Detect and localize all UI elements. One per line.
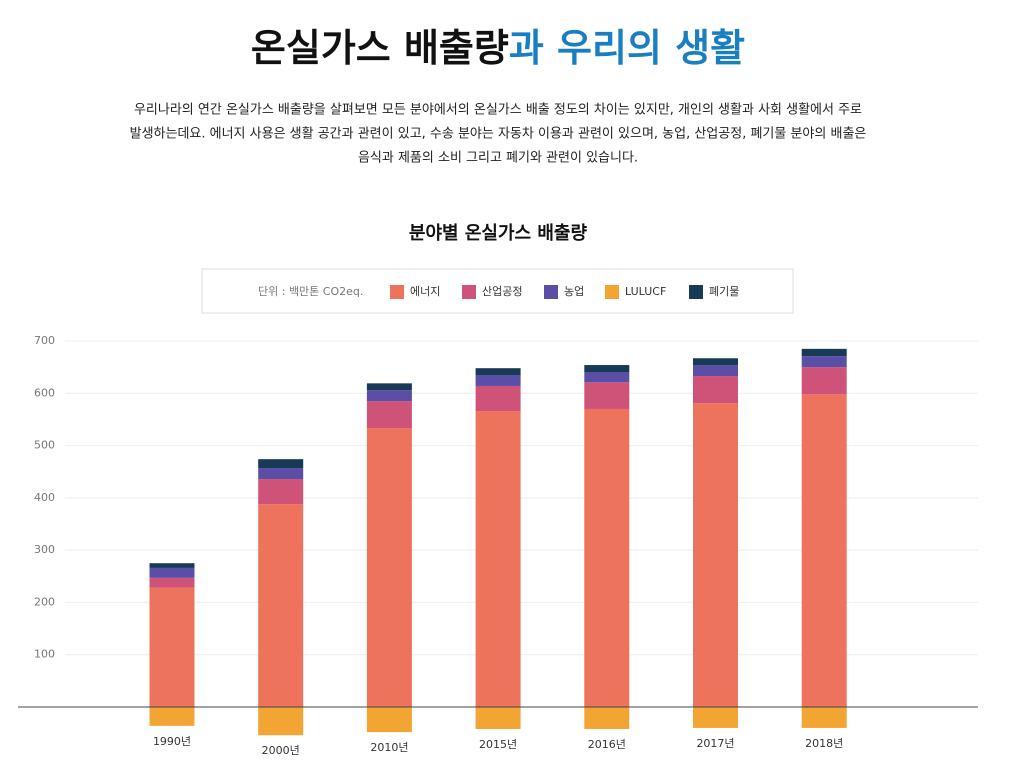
legend-label: 폐기물 [709, 285, 739, 298]
bar-segment [366, 707, 412, 733]
bar-segment [366, 428, 412, 707]
bar-segment [475, 374, 521, 386]
y-tick-label: 300 [34, 543, 55, 556]
bar-segment [475, 707, 521, 729]
legend-label: 농업 [564, 285, 584, 298]
legend-label: 에너지 [410, 285, 440, 298]
bar-segment [149, 567, 195, 578]
bar-segment [801, 707, 847, 728]
bar-segment [149, 587, 195, 707]
y-tick-label: 100 [34, 648, 55, 661]
bar-segment [149, 577, 195, 588]
title-blue: 과 우리의 생활 [509, 26, 745, 70]
bar-segment [584, 365, 630, 373]
x-tick-label: 2017년 [696, 737, 734, 750]
legend-swatch [390, 285, 404, 299]
legend-label: 산업공정 [482, 285, 522, 298]
x-tick-label: 2000년 [262, 744, 300, 757]
legend-swatch [544, 285, 558, 299]
y-tick-label: 500 [34, 439, 55, 452]
bar-segment [475, 368, 521, 375]
bar-segment [801, 356, 847, 368]
unit-label: 단위 : 백만톤 CO2eq. [258, 285, 363, 298]
bar-segment [475, 385, 521, 412]
bar-segment [258, 479, 304, 505]
y-tick-label: 400 [34, 491, 55, 504]
x-tick-label: 2018년 [805, 737, 843, 750]
description: 발생하는데요. 에너지 사용은 생활 공간과 관련이 있고, 수송 분야는 자동… [130, 127, 867, 142]
legend-label: LULUCF [625, 285, 666, 298]
x-tick-label: 2016년 [588, 738, 626, 751]
bar-segment [693, 358, 738, 366]
chart-title: 분야별 온실가스 배출량 [409, 223, 588, 244]
bar-segment [149, 563, 195, 568]
bar-segment [584, 707, 630, 729]
legend-swatch [605, 285, 619, 299]
bar-segment [475, 411, 521, 707]
bar-segment [258, 707, 304, 736]
bar-segment [258, 468, 304, 480]
title-dark: 온실가스 배출량 [251, 26, 509, 70]
bar-segment [693, 376, 738, 404]
y-tick-label: 200 [34, 595, 55, 608]
bar-segment [149, 707, 195, 726]
bar-segment [801, 394, 847, 707]
bar-segment [693, 365, 738, 377]
bar-segment [584, 408, 630, 707]
bar-segment [584, 382, 630, 409]
legend-swatch [462, 285, 476, 299]
bar-segment [801, 367, 847, 395]
y-tick-label: 700 [34, 334, 55, 347]
bar-segment [693, 403, 738, 707]
x-tick-label: 2010년 [370, 741, 408, 754]
bar-segment [584, 372, 630, 383]
bar-segment [258, 459, 304, 469]
bar-segment [366, 383, 412, 391]
bar-segment [366, 401, 412, 429]
bar-segment [366, 390, 412, 402]
bar-segment [693, 707, 738, 728]
description: 우리나라의 연간 온실가스 배출량을 살펴보면 모든 분야에서의 온실가스 배출… [134, 103, 862, 118]
x-tick-label: 1990년 [153, 735, 191, 748]
y-tick-label: 600 [34, 386, 55, 399]
x-tick-label: 2015년 [479, 738, 517, 751]
page-title: 온실가스 배출량과 우리의 생활 [251, 26, 745, 70]
bar-segment [258, 504, 304, 707]
legend-swatch [689, 285, 703, 299]
description: 음식과 제품의 소비 그리고 폐기와 관련이 있습니다. [358, 151, 638, 166]
bar-segment [801, 348, 847, 357]
